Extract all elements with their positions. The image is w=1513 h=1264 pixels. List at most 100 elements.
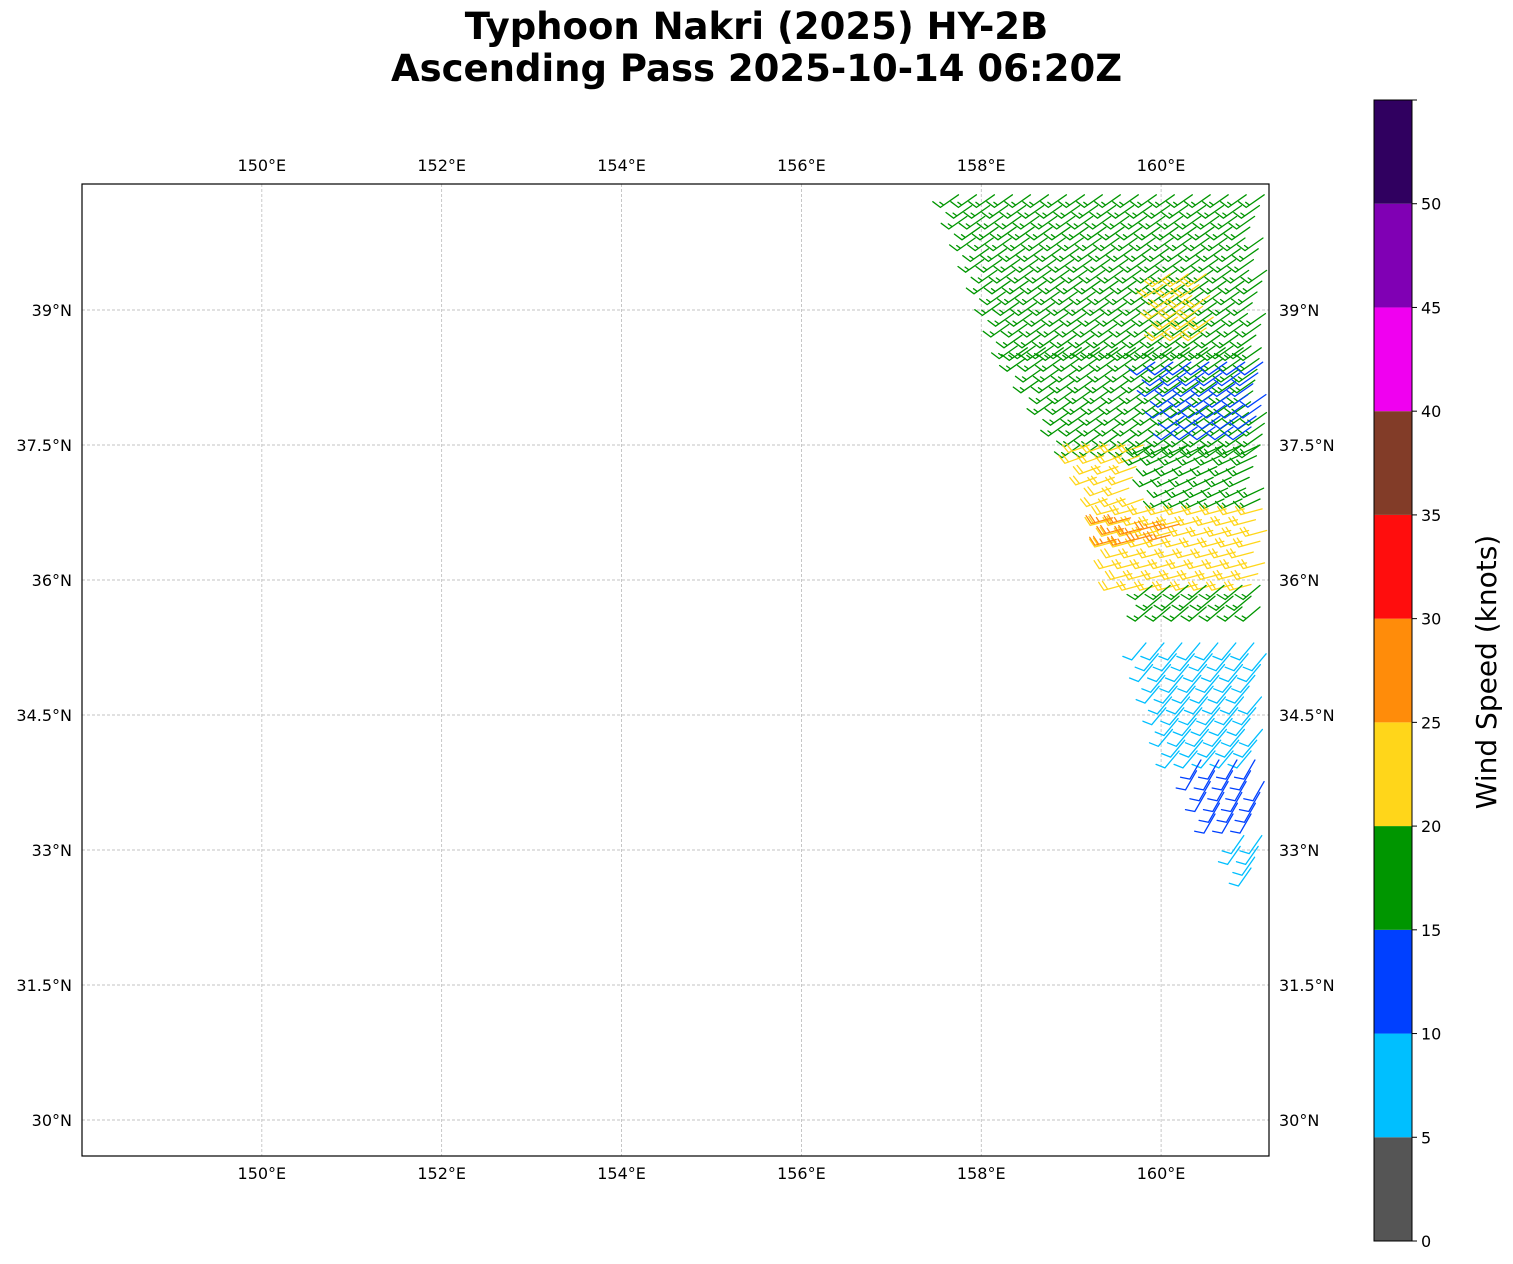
wind-barb xyxy=(1206,653,1231,672)
wind-barb xyxy=(1135,595,1162,611)
colorbar-bin xyxy=(1374,514,1412,619)
wind-barb xyxy=(1217,845,1241,866)
wind-barb xyxy=(1223,226,1251,241)
wind-barb xyxy=(1197,759,1220,780)
wind-barb xyxy=(1154,383,1182,398)
wind-barb xyxy=(1201,194,1229,209)
wind-barb xyxy=(1071,204,1099,219)
wind-barb xyxy=(1232,357,1260,372)
wind-barb xyxy=(1180,404,1208,419)
wind-barb xyxy=(945,204,973,219)
wind-barb xyxy=(1236,237,1264,252)
wind-barb xyxy=(966,237,994,252)
wind-barb xyxy=(1076,194,1103,209)
wind-barb xyxy=(1058,194,1086,209)
wind-barb xyxy=(1228,515,1257,527)
lat-tick-label: 30°N xyxy=(32,1111,72,1130)
wind-barb xyxy=(1156,215,1184,230)
wind-barb xyxy=(1222,411,1250,426)
lat-tick-label: 31.5°N xyxy=(16,976,72,995)
wind-barb xyxy=(1219,696,1245,715)
wind-barb xyxy=(968,194,996,209)
wind-barb xyxy=(1129,559,1158,570)
wind-barb xyxy=(1084,379,1112,394)
wind-barb xyxy=(1158,569,1187,581)
wind-barb xyxy=(1127,433,1155,448)
wind-barb xyxy=(1139,334,1167,349)
wind-barb xyxy=(1212,813,1234,834)
wind-barb xyxy=(1171,595,1198,611)
wind-barb xyxy=(1222,269,1250,284)
wind-barb xyxy=(1212,642,1237,661)
wind-barb xyxy=(1096,524,1124,536)
wind-barb xyxy=(1000,323,1028,338)
wind-barb xyxy=(1219,194,1247,209)
wind-barb xyxy=(1224,653,1249,672)
colorbar-bin xyxy=(1374,1033,1412,1138)
wind-barb xyxy=(1226,717,1251,737)
wind-barb xyxy=(1132,269,1160,284)
wind-barb xyxy=(1042,411,1070,426)
wind-barb xyxy=(1142,498,1171,509)
wind-barb xyxy=(1170,401,1198,416)
wind-barb xyxy=(1238,791,1261,813)
wind-barb xyxy=(1134,345,1162,360)
wind-barb xyxy=(1143,327,1171,342)
wind-barb xyxy=(1122,569,1151,581)
wind-barb xyxy=(1157,455,1186,466)
wind-barb xyxy=(1216,323,1244,338)
wind-barb xyxy=(1102,379,1130,394)
wind-barb xyxy=(1206,345,1234,360)
wind-barb xyxy=(1029,258,1057,273)
wind-barb xyxy=(1240,411,1268,426)
wind-barb xyxy=(1187,226,1215,241)
wind-barb xyxy=(1182,237,1210,252)
wind-barb xyxy=(1028,390,1056,405)
wind-barb xyxy=(1234,323,1262,338)
wind-barb xyxy=(1040,422,1068,437)
wind-barb xyxy=(1181,433,1209,448)
wind-barb xyxy=(1060,269,1088,284)
wind-barb xyxy=(1185,526,1214,537)
wind-barb xyxy=(1088,357,1116,372)
lon-tick-label: 150°E xyxy=(238,1164,287,1183)
colorbar-bin xyxy=(1374,100,1412,204)
wind-barb xyxy=(1146,487,1175,499)
wind-barb xyxy=(1178,444,1207,455)
wind-barb xyxy=(1232,856,1256,876)
wind-barb xyxy=(1102,215,1130,230)
wind-barb xyxy=(1160,537,1189,548)
wind-barb xyxy=(1179,273,1207,288)
wind-barb xyxy=(1196,444,1225,455)
wind-barb xyxy=(1074,237,1102,252)
wind-barb xyxy=(1054,323,1082,338)
map-frame xyxy=(81,183,1270,1157)
wind-barb xyxy=(1211,770,1234,791)
wind-barb xyxy=(1200,237,1228,252)
wind-barb xyxy=(1237,696,1263,715)
wind-barb xyxy=(1216,606,1243,622)
wind-barb xyxy=(1202,791,1225,813)
wind-barb xyxy=(1185,393,1213,408)
wind-barb xyxy=(948,237,976,252)
wind-barb xyxy=(1104,569,1133,581)
wind-barb xyxy=(1198,347,1226,362)
wind-barb xyxy=(1035,204,1063,219)
lat-tick-label: 36°N xyxy=(32,571,72,590)
wind-barb xyxy=(1091,280,1119,295)
wind-barb xyxy=(1179,327,1207,342)
wind-barb xyxy=(1178,357,1206,372)
wind-barb xyxy=(1140,569,1169,581)
wind-barb xyxy=(1116,580,1144,591)
wind-barb xyxy=(1152,345,1180,360)
wind-barb xyxy=(1176,368,1204,383)
wind-barb xyxy=(1146,237,1174,252)
wind-barb xyxy=(1183,559,1212,570)
wind-barb xyxy=(1229,770,1252,791)
wind-barb xyxy=(1218,361,1246,376)
wind-barb xyxy=(1052,357,1080,372)
wind-barb xyxy=(1162,584,1189,601)
wind-barb xyxy=(1147,294,1175,309)
wind-barb xyxy=(976,215,1004,230)
wind-barb xyxy=(1243,780,1265,802)
